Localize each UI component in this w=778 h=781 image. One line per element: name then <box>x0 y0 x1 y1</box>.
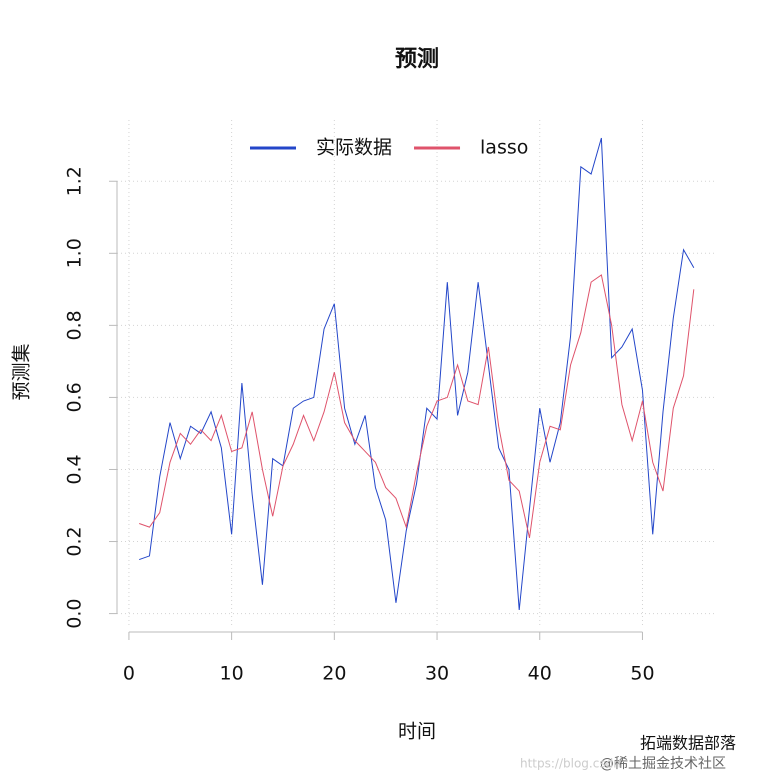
series-line <box>139 137 695 611</box>
x-axis-label: 时间 <box>398 721 436 743</box>
y-tick-label: 0.6 <box>64 382 86 412</box>
x-tick-label: 10 <box>220 663 244 685</box>
x-tick-label: 30 <box>425 663 449 685</box>
y-tick-label: 1.0 <box>64 238 86 268</box>
y-tick-label: 0.2 <box>64 526 86 556</box>
legend-label: lasso <box>480 137 528 159</box>
legend-label: 实际数据 <box>316 137 392 159</box>
watermark: @稀土掘金技术社区 <box>600 756 726 772</box>
chart-title: 预测 <box>395 47 439 72</box>
x-tick-label: 50 <box>630 663 654 685</box>
y-tick-label: 0.8 <box>64 310 86 340</box>
y-axis-label: 预测集 <box>11 343 33 400</box>
watermark: https://blog.csdn <box>520 757 621 771</box>
watermark: 拓端数据部落 <box>640 734 736 753</box>
x-tick-label: 40 <box>528 663 552 685</box>
x-tick-label: 0 <box>123 663 135 685</box>
series-line <box>139 274 695 539</box>
y-tick-label: 1.2 <box>64 166 86 196</box>
x-tick-label: 20 <box>322 663 346 685</box>
y-tick-label: 0.0 <box>64 598 86 628</box>
y-tick-label: 0.4 <box>64 454 86 484</box>
